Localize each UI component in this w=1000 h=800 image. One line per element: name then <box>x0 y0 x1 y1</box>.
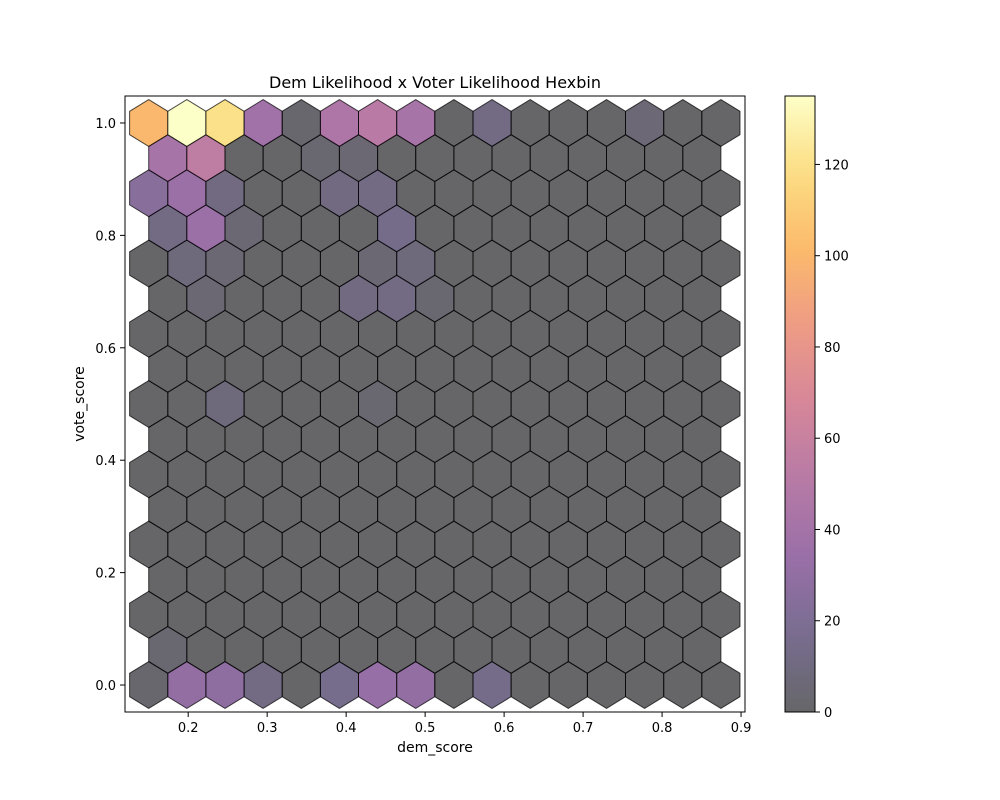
colorbar-tick-label: 60 <box>824 432 841 447</box>
y-tick-label: 0.0 <box>95 679 116 694</box>
colorbar-ticks: 0 20 40 60 80 100 120 <box>815 158 849 721</box>
y-tick-label: 0.2 <box>95 567 116 582</box>
colorbar-gradient <box>784 95 816 713</box>
colorbar-tick-label: 80 <box>824 341 841 356</box>
x-tick-label: 0.3 <box>257 721 278 736</box>
colorbar-tick-label: 120 <box>824 158 849 173</box>
y-axis-label: vote_score <box>72 366 88 442</box>
colorbar-tick-label: 0 <box>824 706 832 721</box>
x-tick-label: 0.8 <box>652 721 673 736</box>
x-tick-label: 0.2 <box>178 721 199 736</box>
chart-title: Dem Likelihood x Voter Likelihood Hexbin <box>269 73 601 92</box>
y-tick-label: 0.8 <box>95 229 116 244</box>
y-tick-label: 1.0 <box>95 117 116 132</box>
y-tick-label: 0.4 <box>95 454 116 469</box>
x-axis-label: dem_score <box>397 740 473 756</box>
hexbin-cell <box>701 99 741 147</box>
x-tick-label: 0.7 <box>573 721 594 736</box>
x-tick-label: 0.6 <box>494 721 515 736</box>
y-tick-label: 0.6 <box>95 342 116 357</box>
colorbar: 0 20 40 60 80 100 120 <box>784 95 849 721</box>
colorbar-tick-label: 40 <box>824 523 841 538</box>
x-axis-ticks: 0.2 0.3 0.4 0.5 0.6 0.7 0.8 0.9 <box>178 712 752 736</box>
x-tick-label: 0.4 <box>336 721 357 736</box>
colorbar-tick-label: 20 <box>824 615 841 630</box>
colorbar-tick-label: 100 <box>824 250 849 265</box>
y-axis-ticks: 0.0 0.2 0.4 0.6 0.8 1.0 <box>95 117 125 694</box>
x-tick-label: 0.5 <box>415 721 436 736</box>
plot-frame <box>124 95 746 713</box>
hexbin-cells <box>129 99 741 709</box>
x-tick-label: 0.9 <box>731 721 752 736</box>
